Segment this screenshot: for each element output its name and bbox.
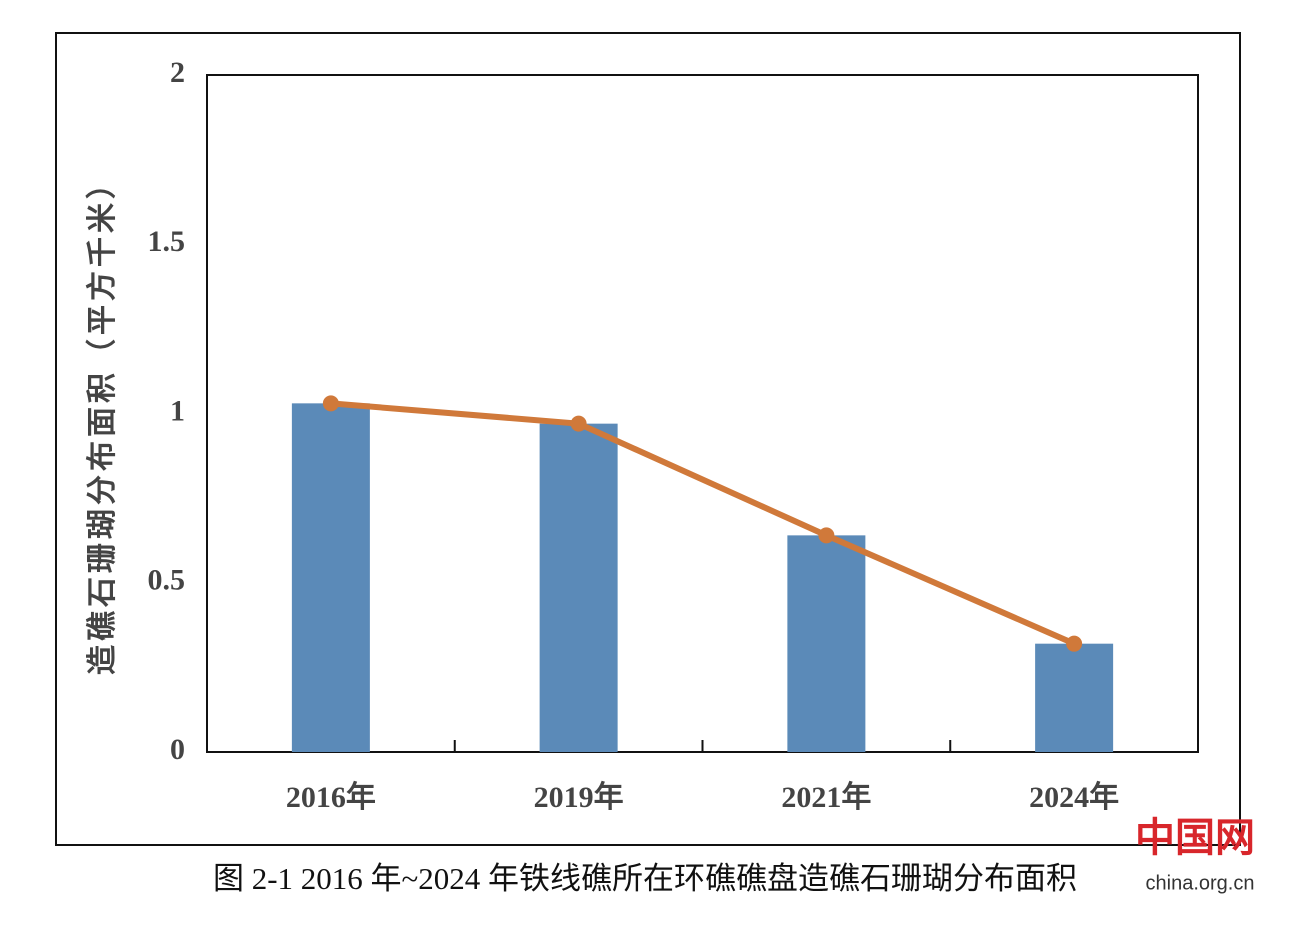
caption: 图 2-1 2016 年~2024 年铁线礁所在环礁礁盘造礁石珊瑚分布面积 (213, 861, 1077, 896)
line (330, 400, 1076, 647)
bar (787, 535, 866, 752)
y-tick-label: 1 (170, 394, 185, 427)
y-tick-label: 2 (170, 56, 185, 89)
y-tick-label: 0.5 (148, 564, 186, 597)
bar (291, 403, 370, 752)
x-tick-label: 2019年 (534, 781, 624, 814)
bar (1035, 643, 1114, 752)
y-axis-label: 造礁石珊瑚分布面积（平方千米） (85, 165, 119, 675)
watermark-logo: 中国网 (1135, 815, 1255, 861)
frame (55, 32, 1241, 846)
x-tick-label: 2021年 (781, 781, 871, 814)
watermark-url: china.org.cn (1146, 872, 1255, 894)
line-point (1066, 635, 1083, 652)
line-point (818, 527, 835, 544)
x-tick-label: 2024年 (1029, 781, 1119, 814)
line-point (322, 395, 339, 412)
y-tick-label: 1.5 (148, 225, 186, 258)
x-tick-label: 2016年 (286, 781, 376, 814)
y-tick-label: 0 (170, 733, 185, 766)
line-point (570, 415, 587, 432)
bar (539, 423, 618, 752)
